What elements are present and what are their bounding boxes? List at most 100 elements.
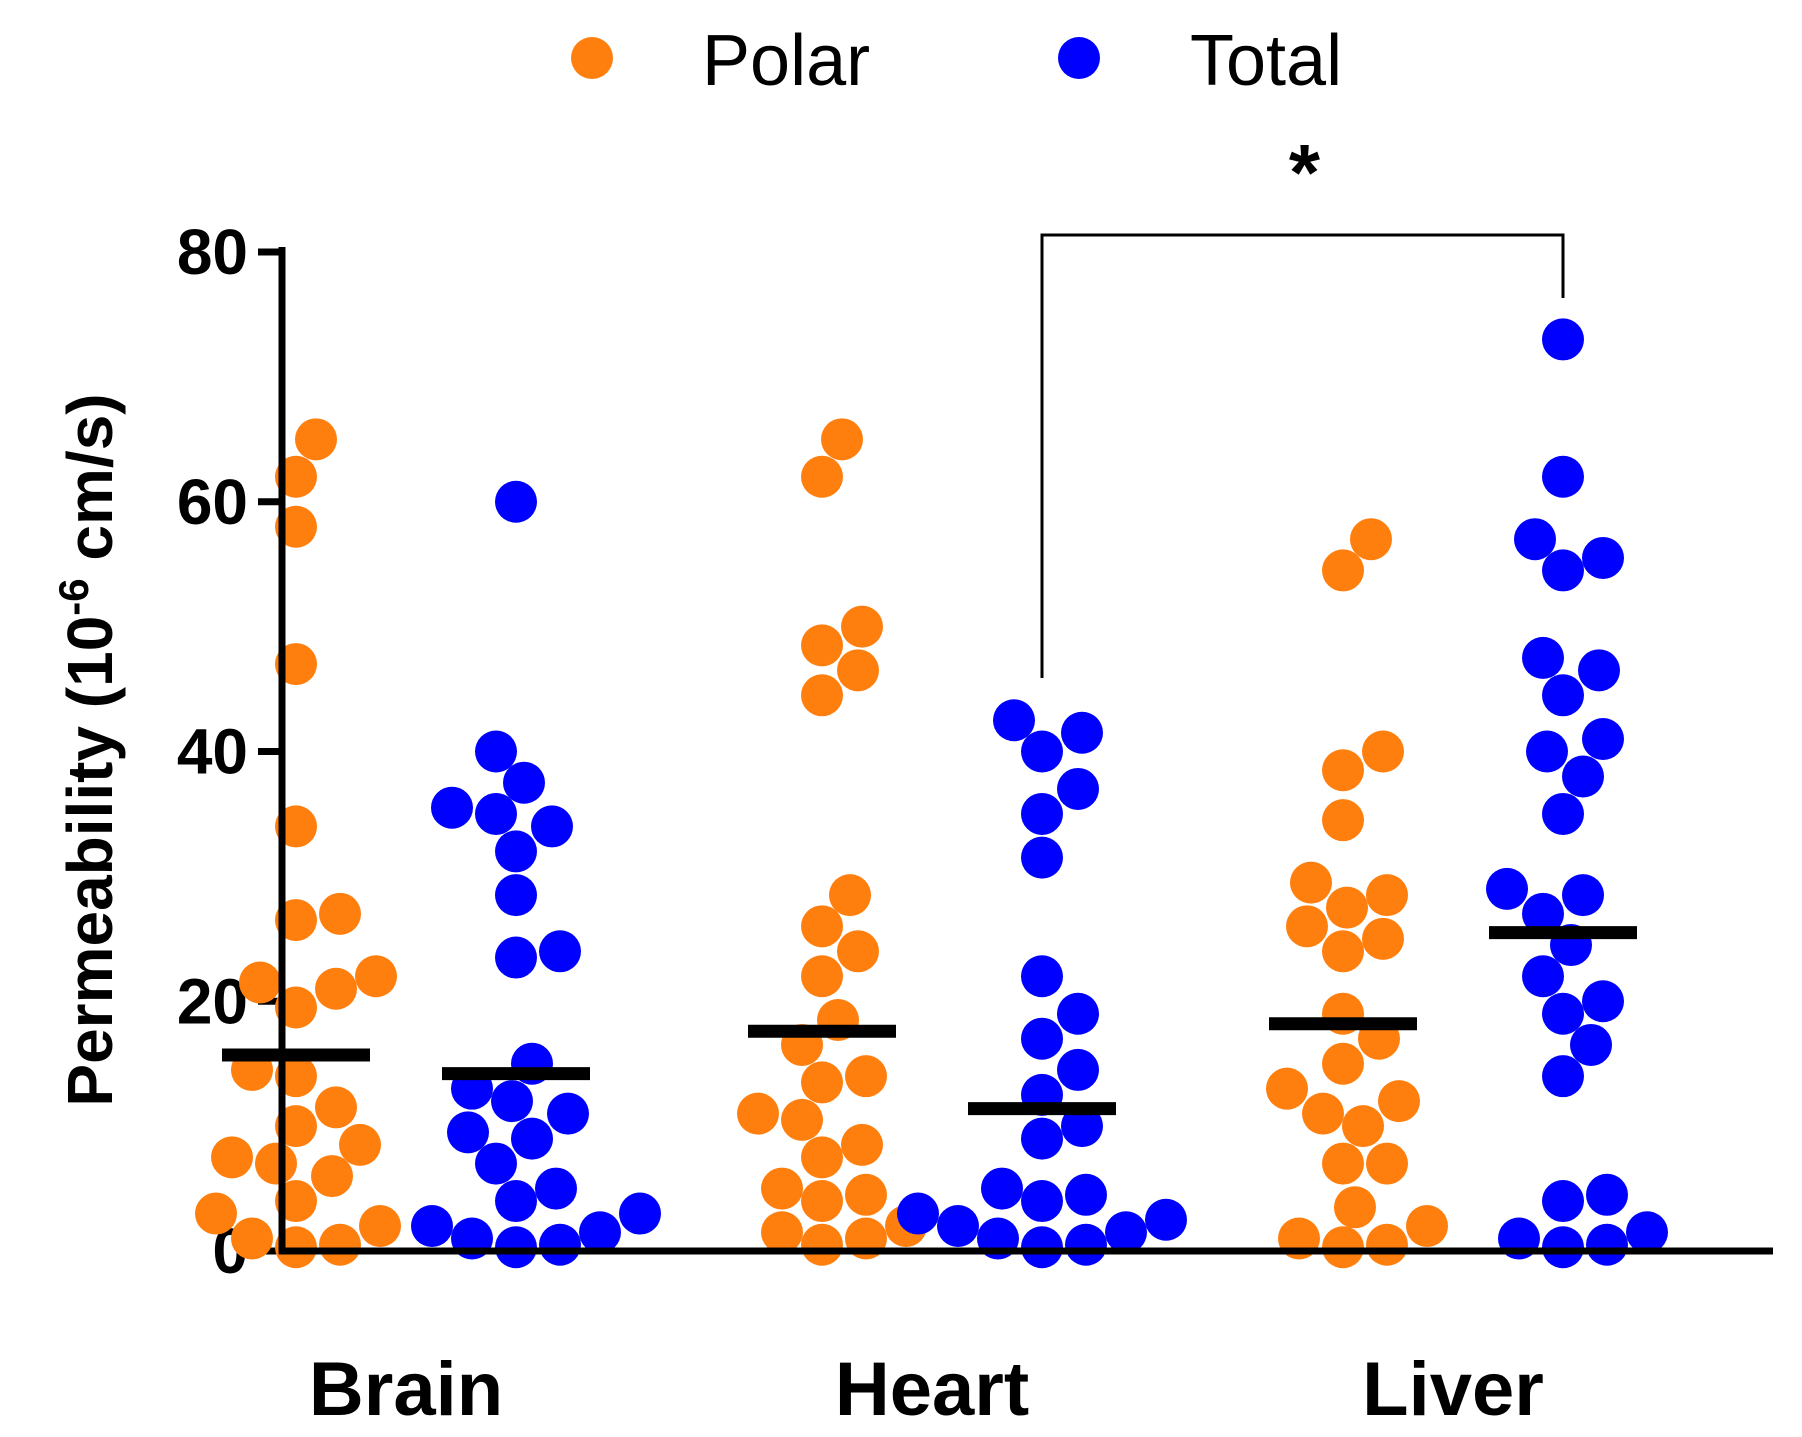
point-total-heart	[1057, 1048, 1099, 1091]
data-points	[195, 318, 1668, 1269]
point-polar-liver	[1322, 1142, 1364, 1185]
point-total-heart	[1057, 992, 1099, 1035]
point-polar-heart	[841, 1123, 883, 1166]
point-polar-heart	[837, 930, 879, 973]
point-total-heart	[1021, 836, 1063, 879]
point-total-liver	[1542, 792, 1584, 835]
point-polar-liver	[1342, 1105, 1384, 1148]
point-total-heart	[1021, 1117, 1063, 1160]
point-total-heart	[1145, 1198, 1187, 1241]
point-total-brain	[495, 830, 537, 873]
point-total-brain	[495, 874, 537, 917]
point-total-heart	[1021, 1017, 1063, 1060]
point-polar-heart	[737, 1092, 779, 1135]
point-total-brain	[495, 936, 537, 979]
point-polar-brain	[319, 1223, 361, 1266]
point-polar-heart	[801, 1223, 843, 1266]
point-total-brain	[447, 1111, 489, 1154]
point-polar-liver	[1326, 886, 1368, 929]
point-total-heart	[1021, 1226, 1063, 1269]
point-total-brain	[511, 1117, 553, 1160]
significance-annotation: *	[1040, 128, 1565, 678]
point-total-heart	[897, 1192, 939, 1235]
point-total-liver	[1542, 1226, 1584, 1269]
point-total-liver	[1542, 455, 1584, 498]
y-tick-label: 80	[177, 216, 248, 288]
point-total-brain	[547, 1092, 589, 1135]
point-total-heart	[1021, 792, 1063, 835]
point-polar-liver	[1322, 749, 1364, 792]
point-polar-liver	[1366, 874, 1408, 917]
y-axis-title: Permeability (10-6 cm/s)	[50, 393, 126, 1106]
point-total-heart	[1061, 711, 1103, 754]
point-polar-liver	[1378, 1080, 1420, 1123]
significance-star: *	[1289, 128, 1321, 217]
point-polar-brain	[355, 955, 397, 998]
point-total-liver	[1526, 730, 1568, 773]
point-total-liver	[1542, 674, 1584, 717]
point-polar-liver	[1322, 1042, 1364, 1085]
point-polar-brain	[315, 1086, 357, 1129]
y-tick-label: 20	[177, 965, 248, 1037]
x-axis-labels: Brain Heart Liver	[309, 1347, 1544, 1432]
point-total-brain	[495, 480, 537, 523]
point-total-heart	[1021, 955, 1063, 998]
point-total-liver	[1562, 874, 1604, 917]
point-total-heart	[1105, 1211, 1147, 1254]
point-polar-liver	[1266, 1067, 1308, 1110]
point-polar-liver	[1362, 730, 1404, 773]
point-polar-heart	[845, 1055, 887, 1098]
point-polar-heart	[837, 649, 879, 692]
point-total-heart	[1065, 1173, 1107, 1216]
point-total-brain	[495, 1226, 537, 1269]
point-total-brain	[475, 730, 517, 773]
point-total-brain	[539, 1223, 581, 1266]
point-polar-heart	[801, 455, 843, 498]
point-total-liver	[1486, 867, 1528, 910]
point-total-liver	[1522, 955, 1564, 998]
point-polar-brain	[311, 1155, 353, 1198]
point-polar-brain	[315, 967, 357, 1010]
point-polar-brain	[359, 1205, 401, 1248]
point-total-brain	[531, 805, 573, 848]
legend: Polar Total	[571, 21, 1342, 101]
point-polar-liver	[1322, 799, 1364, 842]
point-polar-brain	[339, 1123, 381, 1166]
y-tick-label: 40	[177, 716, 248, 788]
point-total-liver	[1578, 649, 1620, 692]
point-total-heart	[993, 699, 1035, 742]
point-polar-heart	[761, 1167, 803, 1210]
point-total-heart	[981, 1167, 1023, 1210]
point-polar-liver	[1406, 1205, 1448, 1248]
point-total-liver	[1582, 980, 1624, 1023]
point-polar-liver	[1334, 1186, 1376, 1229]
point-polar-liver	[1290, 861, 1332, 904]
point-total-brain	[491, 1080, 533, 1123]
point-polar-liver	[1350, 518, 1392, 561]
point-total-liver	[1542, 318, 1584, 361]
point-total-brain	[411, 1205, 453, 1248]
point-polar-liver	[1362, 917, 1404, 960]
point-total-liver	[1586, 1223, 1628, 1266]
point-polar-brain	[195, 1192, 237, 1235]
point-total-brain	[535, 1167, 577, 1210]
point-total-heart	[1021, 730, 1063, 773]
point-polar-liver	[1286, 905, 1328, 948]
point-polar-heart	[801, 955, 843, 998]
x-category-label-brain: Brain	[309, 1347, 503, 1432]
point-total-brain	[539, 930, 581, 973]
point-polar-liver	[1366, 1223, 1408, 1266]
point-total-liver	[1542, 1055, 1584, 1098]
point-polar-liver	[1302, 1092, 1344, 1135]
point-polar-liver	[1322, 549, 1364, 592]
point-total-brain	[475, 1142, 517, 1185]
point-polar-liver	[1322, 930, 1364, 973]
point-polar-brain	[255, 1142, 297, 1185]
legend-polar-marker	[571, 37, 613, 79]
point-total-heart	[1057, 767, 1099, 810]
y-axis-title-tail: cm/s)	[54, 393, 126, 578]
significance-bracket	[1040, 233, 1565, 678]
point-polar-heart	[829, 874, 871, 917]
